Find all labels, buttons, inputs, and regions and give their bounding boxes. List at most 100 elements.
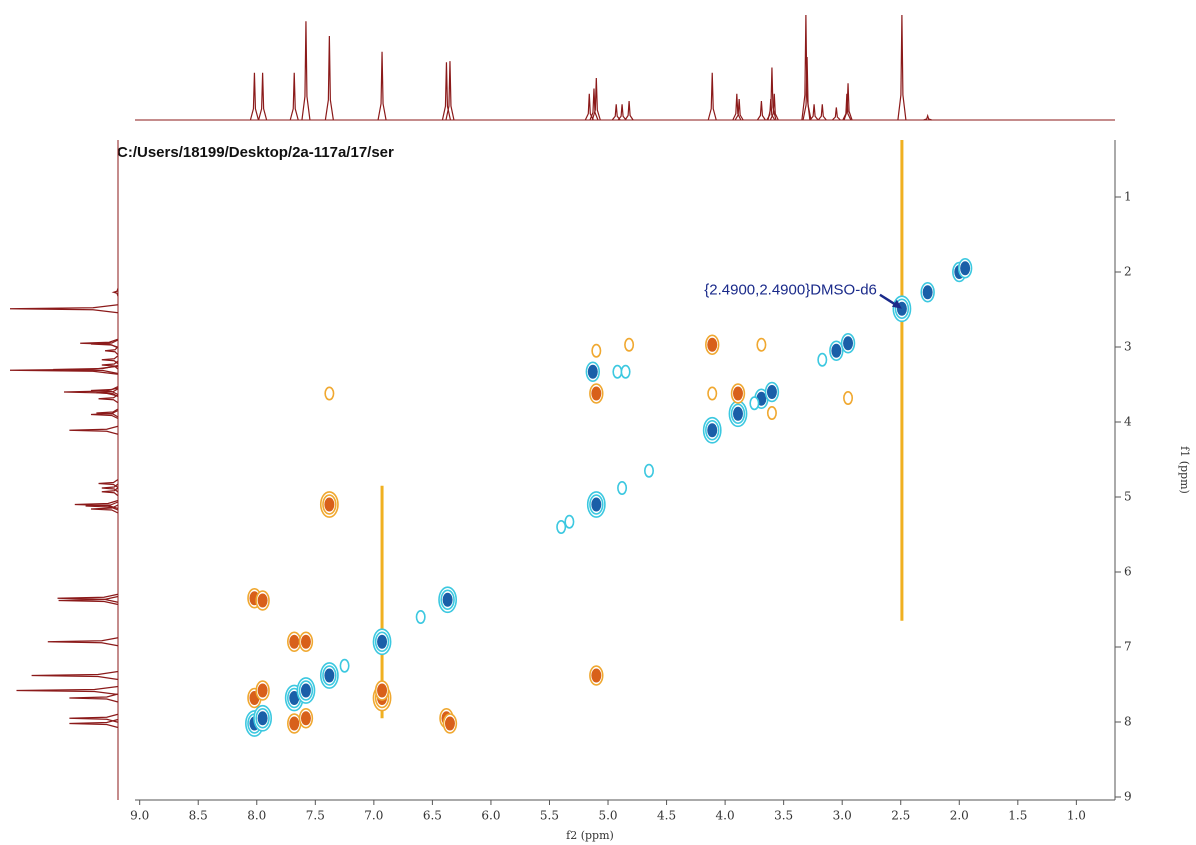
- left-projection-peak: [31, 670, 119, 681]
- top-projection-peak: [831, 107, 841, 121]
- left-projection-peak: [98, 479, 119, 488]
- contour-ring: [324, 497, 335, 512]
- cross-peak: [374, 680, 390, 701]
- contour-ring: [257, 593, 268, 608]
- diagonal-peak: [840, 333, 856, 354]
- x-tick-label: 5.5: [540, 809, 559, 823]
- x-tick-label: 8.0: [247, 809, 266, 823]
- y-axis-label: f1 (ppm): [1178, 446, 1191, 494]
- cross-peak: [624, 337, 635, 352]
- diagonal-peak: [319, 662, 339, 689]
- top-projection-peak: [802, 56, 812, 121]
- cross-peak: [298, 631, 314, 652]
- top-projection-peak: [258, 72, 268, 121]
- diagonal-peak: [702, 416, 722, 444]
- contour-ring: [324, 386, 335, 401]
- contour-ring: [564, 514, 575, 529]
- cross-peak: [705, 334, 720, 355]
- diagonal-peak: [438, 586, 458, 614]
- x-tick-label: 6.5: [423, 809, 442, 823]
- contour-ring: [624, 337, 635, 352]
- top-projection-peak: [756, 101, 766, 121]
- left-projection-peak: [101, 355, 119, 365]
- cross-peak: [287, 713, 302, 734]
- top-projection-peak: [817, 104, 827, 121]
- contour-ring: [591, 497, 602, 512]
- top-projection-peak: [591, 77, 601, 121]
- x-tick-label: 9.0: [130, 809, 149, 823]
- top-projection-peak: [249, 72, 260, 121]
- contour-ring: [300, 711, 311, 726]
- top-projection-peak: [301, 21, 311, 121]
- contour-ring: [620, 364, 631, 379]
- contour-ring: [922, 285, 933, 300]
- y-tick-label: 9: [1124, 790, 1132, 804]
- top-projection-peak: [707, 72, 717, 121]
- contour-ring: [587, 364, 598, 379]
- contour-ring: [442, 592, 453, 607]
- top-projection-peak: [769, 93, 779, 121]
- left-projection-peak: [53, 364, 119, 375]
- diagonal-peak: [620, 364, 631, 379]
- contour-ring: [591, 668, 602, 683]
- contour-ring: [444, 716, 455, 731]
- contour-ring: [707, 423, 718, 438]
- x-tick-label: 3.0: [833, 809, 852, 823]
- cross-peak: [442, 713, 458, 734]
- contour-ring: [707, 386, 718, 401]
- top-projection-peak: [289, 72, 299, 121]
- top-projection-peak: [377, 51, 387, 121]
- cross-peak: [766, 405, 777, 420]
- left-projection-peak: [90, 385, 119, 396]
- streak: [900, 140, 904, 621]
- contour-ring: [556, 519, 567, 534]
- cross-peak: [707, 386, 718, 401]
- contour-ring: [756, 337, 767, 352]
- contour-ring: [591, 386, 602, 401]
- diagonal-peak: [253, 704, 273, 732]
- y-tick-label: 2: [1124, 265, 1132, 279]
- contour-ring: [732, 406, 743, 421]
- x-tick-label: 4.0: [716, 809, 735, 823]
- x-tick-label: 2.0: [950, 809, 969, 823]
- left-projection-peak: [104, 346, 119, 356]
- left-projection-peak: [98, 394, 119, 404]
- left-projection-peak: [58, 595, 119, 606]
- left-projection-peak: [69, 713, 119, 723]
- contour-ring: [766, 384, 777, 399]
- contour-ring: [960, 261, 971, 276]
- left-projection-peak: [85, 501, 119, 511]
- contour-ring: [766, 405, 777, 420]
- contour-ring: [324, 668, 335, 683]
- contour-ring: [257, 683, 268, 698]
- diagonal-peak: [617, 480, 628, 495]
- contour-ring: [612, 364, 623, 379]
- contour-ring: [817, 352, 828, 367]
- diagonal-peak: [829, 340, 844, 361]
- contour-ring: [831, 343, 842, 358]
- cross-peak: [589, 665, 604, 686]
- x-tick-label: 7.5: [306, 809, 325, 823]
- left-projection-peak: [9, 304, 119, 314]
- left-projection-peak: [74, 499, 119, 510]
- top-projection-peak: [897, 14, 907, 121]
- contour-ring: [617, 480, 628, 495]
- contour-ring: [843, 336, 854, 351]
- top-projection-peak: [809, 104, 819, 121]
- contour-ring: [377, 683, 388, 698]
- diagonal-peak: [749, 396, 760, 411]
- y-tick-label: 7: [1124, 640, 1132, 654]
- diagonal-peak: [564, 514, 575, 529]
- x-tick-label: 4.5: [657, 809, 676, 823]
- left-projection-peak: [69, 693, 119, 703]
- top-projection-peak: [617, 104, 627, 121]
- left-projection-peak: [57, 593, 119, 603]
- left-projection-peak: [47, 637, 119, 647]
- contour-ring: [377, 634, 388, 649]
- left-projection-peak: [101, 360, 119, 370]
- cross-peak: [843, 390, 854, 405]
- left-projection-peak: [80, 338, 119, 348]
- annotation-arrowhead: [891, 299, 902, 309]
- contour-ring: [749, 396, 760, 411]
